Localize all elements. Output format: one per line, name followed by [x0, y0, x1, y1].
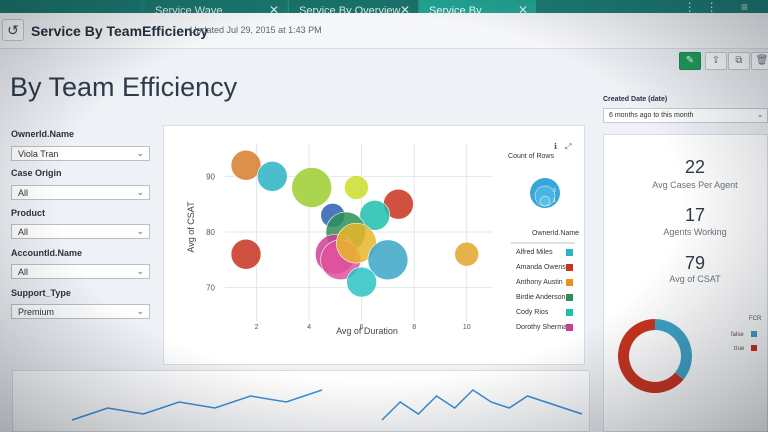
filter-value: Viola Tran	[18, 149, 59, 159]
filter-label: Product	[11, 208, 46, 218]
scatter-point[interactable]	[230, 238, 262, 270]
trend-charts	[71, 389, 583, 421]
kpi-value: 22	[684, 157, 706, 177]
size-legend-title: Count of Rows	[508, 153, 554, 160]
legend-swatch	[566, 264, 573, 271]
sparkline-group	[71, 389, 583, 421]
legend-label: Cody Rios	[516, 309, 549, 316]
chevron-down-icon: ⌄	[136, 266, 144, 276]
chevron-down-icon: ⌄	[136, 226, 144, 236]
kpi-value: 17	[684, 205, 706, 225]
delete-button[interactable]: 🗑	[751, 52, 768, 70]
expand-icon[interactable]: ⤢	[564, 142, 571, 151]
scatter-point[interactable]	[230, 149, 262, 181]
close-icon[interactable]: ✕	[399, 3, 410, 17]
x-tick-label: 4	[307, 324, 311, 331]
scatter-point[interactable]	[454, 241, 480, 267]
size-legend-label: 1	[553, 198, 556, 204]
scatter-point[interactable]	[256, 161, 288, 192]
owner-filter-select[interactable]: Viola Tran ⌄	[11, 146, 150, 161]
legend-label: Alfred Miles	[516, 249, 553, 256]
donut-legend-swatch	[751, 345, 757, 351]
filter-value: All	[18, 188, 29, 198]
x-axis-label: Avg of Duration	[336, 326, 398, 336]
legend-label: Birdie Anderson	[516, 294, 566, 301]
filter-label: AccountId.Name	[11, 248, 83, 258]
y-axis-label: Avg of CSAT	[186, 201, 196, 253]
y-tick-label: 90	[206, 172, 215, 181]
x-tick-label: 2	[255, 324, 259, 331]
legend-label: Amanda Owens	[516, 264, 566, 271]
y-tick-label: 80	[206, 228, 215, 237]
size-legend-circle-small	[539, 195, 551, 207]
date-filter-label: Created Date (date)	[603, 96, 668, 103]
page-title: By Team Efficiency	[10, 72, 238, 102]
filter-label: OwnerId.Name	[11, 129, 75, 139]
y-tick-label: 70	[206, 284, 215, 293]
chevron-down-icon: ⌄	[136, 187, 144, 197]
donut-slice[interactable]	[655, 319, 692, 380]
kpi-label: Avg Cases Per Agent	[652, 180, 738, 190]
filter-value: Premium	[18, 307, 55, 317]
dashboard-header: ↺ Service By TeamEfficiency Updated Jul …	[0, 13, 768, 49]
legend-title: OwnerId.Name	[532, 230, 580, 237]
x-tick-label: 6	[360, 324, 364, 331]
x-tick-label: 8	[412, 324, 416, 331]
legend-swatch	[566, 279, 573, 286]
close-icon[interactable]: ✕	[517, 3, 528, 17]
donut-slices	[618, 319, 692, 393]
legend-swatch	[566, 309, 573, 316]
legend-label: Anthony Austin	[516, 279, 563, 286]
donut-legend-label: false	[731, 332, 744, 338]
filter-value: All	[18, 227, 29, 237]
share-button[interactable]: ⇪	[705, 52, 727, 70]
filter-label: Case Origin	[11, 168, 62, 178]
refresh-icon[interactable]: ↺	[2, 19, 24, 41]
clone-button[interactable]: ⧉	[728, 52, 750, 70]
sparkline	[381, 389, 583, 421]
legend-swatch	[566, 324, 573, 331]
account-filter-select[interactable]: All ⌄	[11, 264, 150, 279]
chart-points	[230, 149, 480, 298]
donut-chart: FCR false true	[618, 316, 762, 393]
updated-timestamp: Updated Jul 29, 2015 at 1:43 PM	[190, 25, 322, 35]
scatter-chart: 2 4 6 8 10 90 80 70 Avg of CSAT Avg of Duration…	[186, 142, 575, 336]
chart-ticks: 2 4 6 8 10 90 80 70	[206, 172, 471, 331]
donut-legend-label: true	[734, 346, 745, 352]
date-filter-value: 6 months ago to this month	[609, 112, 694, 119]
donut-legend-title: FCR	[749, 316, 762, 322]
chevron-down-icon: ⌄	[757, 112, 763, 119]
size-legend-label: 3	[553, 188, 556, 194]
dashboard-name: Service By TeamEfficiency	[31, 23, 209, 39]
case-origin-filter-select[interactable]: All ⌄	[11, 185, 150, 200]
kpi-label: Agents Working	[663, 227, 727, 237]
date-filter-select[interactable]: 6 months ago to this month ⌄	[603, 108, 768, 123]
legend-swatch	[566, 294, 573, 301]
product-filter-select[interactable]: All ⌄	[11, 224, 150, 239]
kpi-label: Avg of CSAT	[669, 274, 721, 284]
close-icon[interactable]: ✕	[268, 3, 279, 17]
scatter-point[interactable]	[346, 266, 377, 298]
filter-value: All	[18, 267, 29, 277]
scatter-point[interactable]	[359, 200, 391, 231]
edit-button[interactable]: ✎	[679, 52, 701, 70]
scatter-point[interactable]	[291, 167, 333, 208]
filter-label: Support_Type	[11, 288, 71, 298]
chevron-down-icon: ⌄	[136, 148, 144, 158]
trend-chart-card	[12, 370, 590, 432]
scatter-point[interactable]	[344, 175, 369, 200]
size-legend-label: 4	[553, 176, 556, 182]
donut-legend-swatch	[751, 331, 757, 337]
support-type-filter-select[interactable]: Premium ⌄	[11, 304, 150, 319]
legend-swatch	[566, 249, 573, 256]
donut-slice[interactable]	[618, 319, 684, 393]
chevron-down-icon: ⌄	[136, 306, 144, 316]
app-menu-icon[interactable]: ⋮⋮ ≡	[683, 0, 758, 14]
x-tick-label: 10	[463, 324, 471, 331]
sparkline	[71, 389, 323, 421]
scatter-point[interactable]	[367, 239, 409, 281]
legend-label: Dorothy Sherman	[516, 324, 571, 331]
info-icon[interactable]: ℹ	[554, 142, 557, 151]
kpi-value: 79	[684, 253, 706, 273]
